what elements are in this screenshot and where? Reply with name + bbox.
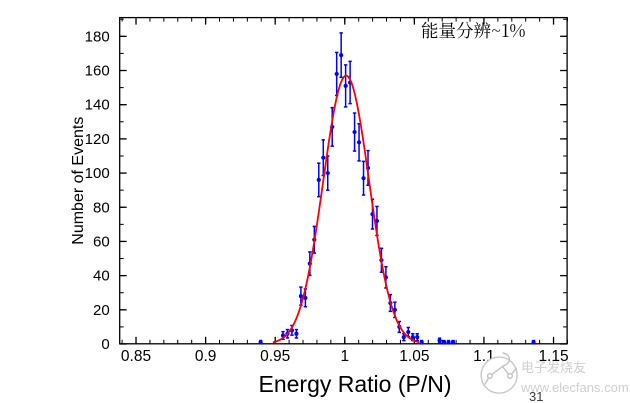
svg-text:40: 40 (93, 268, 110, 285)
svg-text:160: 160 (85, 63, 110, 80)
svg-text:0.95: 0.95 (260, 348, 290, 365)
svg-text:0.85: 0.85 (121, 348, 151, 365)
svg-text:0: 0 (101, 336, 109, 353)
svg-text:60: 60 (93, 233, 110, 250)
svg-text:20: 20 (93, 302, 110, 319)
svg-text:120: 120 (85, 131, 110, 148)
svg-text:1.05: 1.05 (399, 348, 429, 365)
svg-text:180: 180 (85, 28, 110, 45)
svg-text:80: 80 (93, 199, 110, 216)
svg-text:140: 140 (85, 97, 110, 114)
svg-text:1: 1 (340, 348, 349, 365)
svg-text:0.9: 0.9 (195, 348, 217, 365)
svg-text:Number of Events: Number of Events (70, 117, 87, 245)
svg-text:100: 100 (85, 165, 110, 182)
